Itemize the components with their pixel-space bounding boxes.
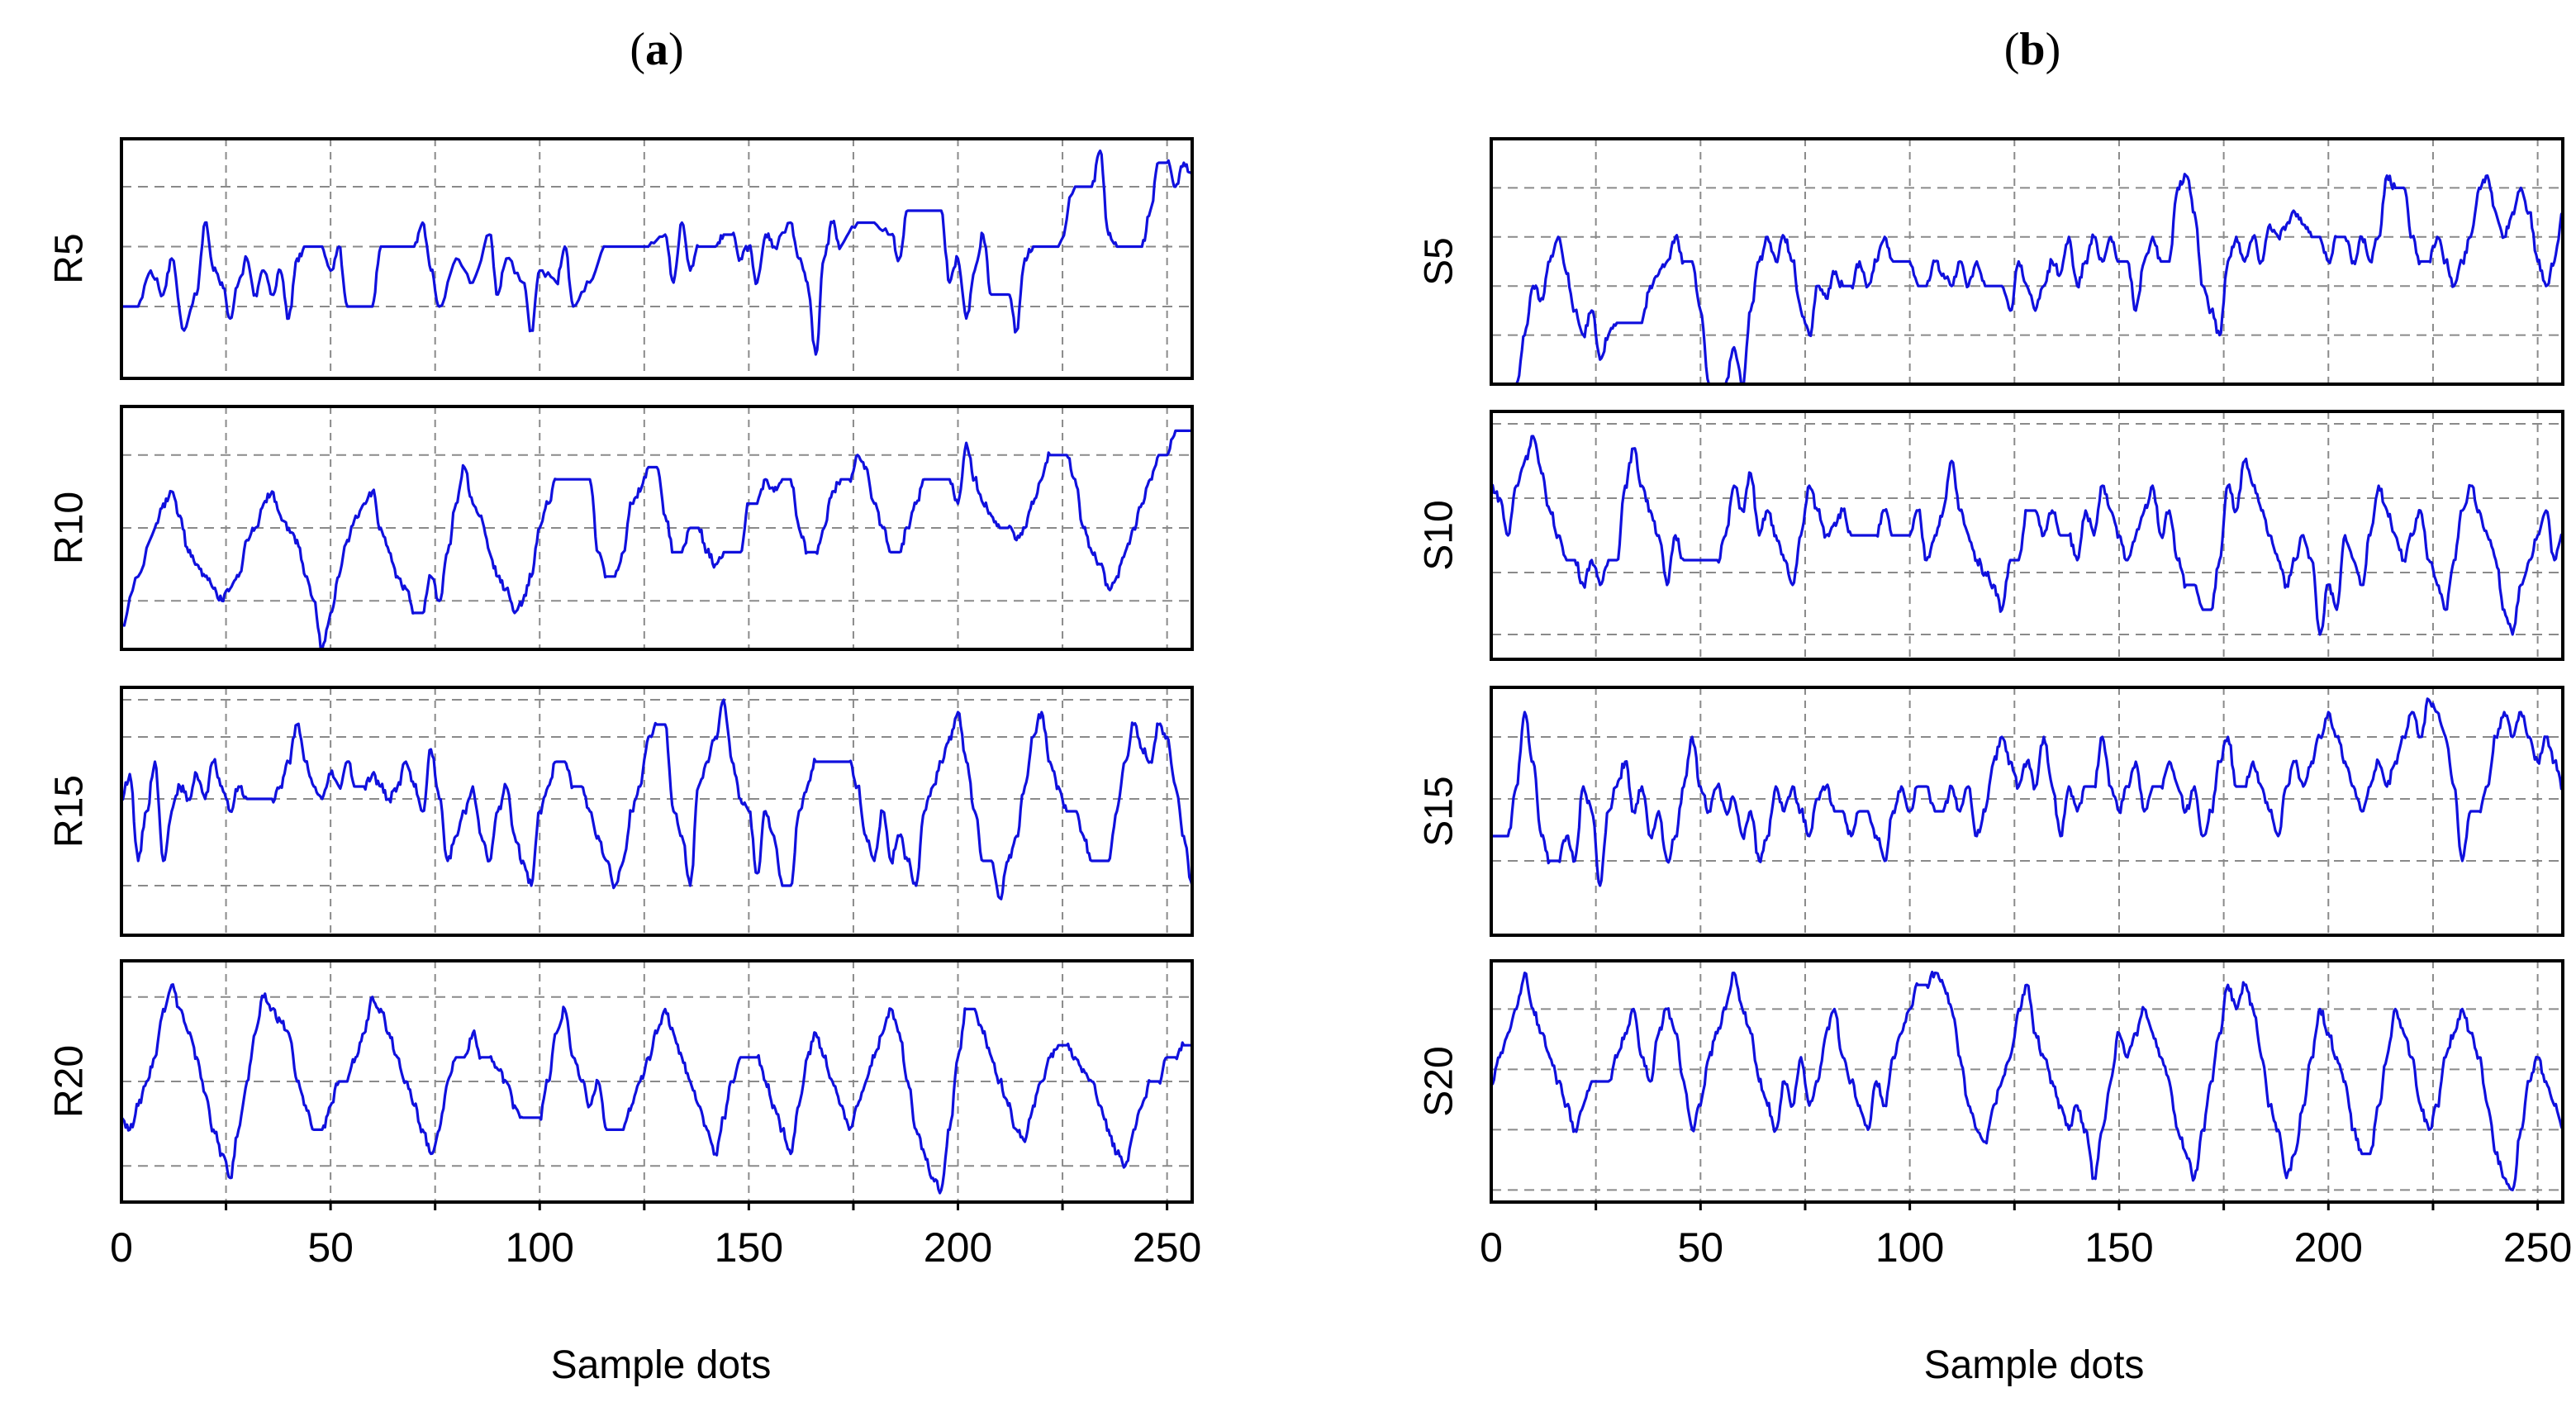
subplot-R10: R10 <box>48 405 1194 651</box>
panel-b-letter: b <box>2019 24 2045 75</box>
series-line-S5 <box>1491 173 2563 384</box>
series-line-R10 <box>121 429 1192 649</box>
ylabel-R5: R5 <box>48 233 92 283</box>
frame-R20 <box>120 959 1194 1204</box>
ylabel-S10: S10 <box>1418 500 1461 570</box>
series-line-R5 <box>121 149 1192 356</box>
subplot-S20: S20 0 50 100 150 200 250 <box>1418 959 2572 1271</box>
subplot-S5: S5 <box>1418 137 2564 386</box>
series-line-R15 <box>121 698 1192 901</box>
ylabel-S15: S15 <box>1418 776 1461 846</box>
frame-S5 <box>1490 137 2564 386</box>
xtick-label-a-250: 250 <box>1133 1224 1201 1271</box>
ylabel-S5: S5 <box>1418 237 1461 286</box>
xtick-label-b-50: 50 <box>1678 1224 1724 1271</box>
subplot-R20: R20 0 50 100 150 200 250 <box>48 959 1201 1271</box>
series-line-S20 <box>1491 970 2563 1191</box>
xtick-label-a-0: 0 <box>110 1224 133 1271</box>
series-line-S15 <box>1491 697 2563 887</box>
xtick-label-b-150: 150 <box>2084 1224 2153 1271</box>
frame-R5 <box>120 137 1194 380</box>
frame-S10 <box>1490 410 2564 661</box>
xtick-label-a-200: 200 <box>924 1224 992 1271</box>
subplot-layer: R5 R10 R15 R20 0 50 100 150 200 250 S5 S10 S15 S20 0 50… <box>48 137 2572 1271</box>
panel-a-letter: a <box>645 24 668 75</box>
frame-R10 <box>120 405 1194 651</box>
panel-b-x-axis-label: Sample dots <box>1924 1343 2145 1387</box>
xtick-label-a-100: 100 <box>506 1224 574 1271</box>
xtick-label-b-200: 200 <box>2294 1224 2363 1271</box>
frame-R15 <box>120 686 1194 937</box>
xtick-label-a-50: 50 <box>307 1224 354 1271</box>
panel-a-x-axis-label: Sample dots <box>551 1343 772 1387</box>
panel-a-title: (a) <box>630 24 683 75</box>
subplot-R5: R5 <box>48 137 1194 380</box>
frame-S20 <box>1490 959 2564 1204</box>
series-line-R20 <box>121 983 1192 1195</box>
subplot-S15: S15 <box>1418 686 2564 937</box>
panel-b-title: (b) <box>2004 24 2060 75</box>
ylabel-S20: S20 <box>1418 1046 1461 1116</box>
frame-S15 <box>1490 686 2564 937</box>
ylabel-R20: R20 <box>48 1045 92 1118</box>
xtick-label-b-0: 0 <box>1480 1224 1503 1271</box>
ylabel-R10: R10 <box>48 492 92 564</box>
subplot-R15: R15 <box>48 686 1194 937</box>
xtick-label-a-150: 150 <box>715 1224 783 1271</box>
xtick-label-b-250: 250 <box>2503 1224 2572 1271</box>
xtick-label-b-100: 100 <box>1875 1224 1944 1271</box>
series-line-S10 <box>1491 435 2563 636</box>
subplot-S10: S10 <box>1418 410 2564 661</box>
ylabel-R15: R15 <box>48 775 92 848</box>
